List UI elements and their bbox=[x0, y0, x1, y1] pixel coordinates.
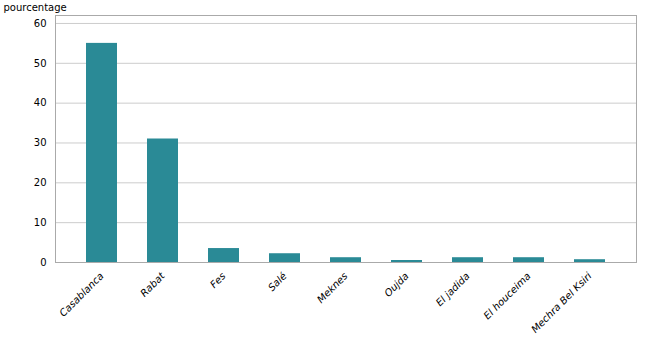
svg-text:10: 10 bbox=[34, 217, 47, 228]
svg-text:Oujda: Oujda bbox=[382, 270, 411, 299]
svg-text:pourcentage: pourcentage bbox=[4, 2, 67, 13]
svg-text:Casablanca: Casablanca bbox=[57, 270, 106, 319]
svg-text:Meknes: Meknes bbox=[315, 270, 350, 305]
svg-text:El jadida: El jadida bbox=[434, 270, 472, 308]
svg-text:El houceima: El houceima bbox=[482, 270, 533, 321]
svg-text:30: 30 bbox=[34, 137, 47, 148]
svg-text:Salé: Salé bbox=[266, 270, 289, 293]
svg-text:Rabat: Rabat bbox=[138, 269, 167, 298]
svg-text:40: 40 bbox=[34, 97, 47, 108]
svg-text:20: 20 bbox=[34, 177, 47, 188]
svg-text:0: 0 bbox=[40, 257, 46, 268]
svg-text:50: 50 bbox=[34, 58, 47, 69]
svg-text:60: 60 bbox=[34, 18, 47, 29]
svg-text:Fes: Fes bbox=[208, 270, 228, 290]
svg-text:Mechra Bel Ksiri: Mechra Bel Ksiri bbox=[529, 270, 594, 335]
